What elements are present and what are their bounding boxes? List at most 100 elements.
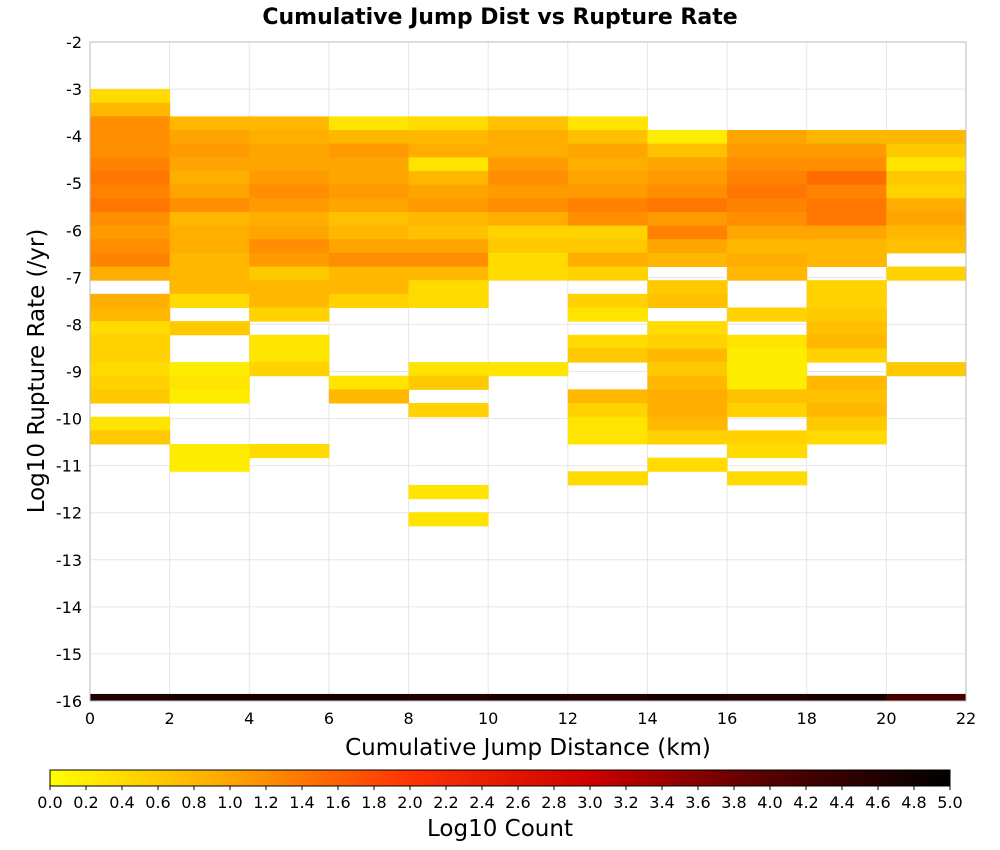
heatmap-cell — [90, 170, 171, 186]
heatmap-cell — [567, 430, 648, 445]
heatmap-cell — [249, 198, 330, 213]
heatmap-cell — [806, 143, 887, 158]
heatmap-cell-bottom — [488, 693, 569, 701]
heatmap-cell — [886, 184, 967, 199]
heatmap-cell — [727, 389, 808, 404]
heatmap-cell — [806, 348, 887, 363]
colorbar-tick-label: 3.8 — [721, 793, 746, 812]
heatmap-cell-bottom — [169, 693, 250, 701]
heatmap-cell — [647, 375, 728, 390]
colorbar-tick-label: 3.6 — [685, 793, 710, 812]
heatmap-cell — [806, 280, 887, 295]
heatmap-cell — [886, 157, 967, 172]
heatmap-cell — [328, 170, 410, 186]
heatmap-cell — [806, 239, 887, 254]
heatmap-cell — [169, 198, 250, 213]
heatmap-cell — [647, 321, 728, 336]
heatmap-cell — [806, 293, 887, 308]
colorbar-tick-label: 1.6 — [325, 793, 350, 812]
heatmap-cell — [886, 239, 967, 254]
heatmap-cell — [647, 157, 728, 172]
x-tick-label: 18 — [797, 709, 817, 728]
heatmap-cell — [169, 211, 250, 227]
heatmap-cell — [567, 225, 648, 240]
heatmap-cell — [90, 266, 171, 281]
heatmap-cell — [647, 362, 728, 377]
heatmap-cell — [408, 293, 489, 308]
heatmap-cell — [408, 130, 489, 145]
heatmap-cell — [249, 348, 330, 363]
heatmap-cell — [567, 266, 648, 281]
heatmap-cell — [249, 252, 330, 268]
heatmap-cell — [567, 239, 648, 254]
heatmap-cell — [567, 130, 648, 145]
heatmap-cell — [806, 130, 887, 145]
y-tick-label: -6 — [66, 221, 82, 240]
heatmap-cell — [169, 130, 250, 145]
heatmap-cell — [647, 225, 728, 240]
heatmap-cell — [328, 375, 410, 390]
heatmap-cell — [727, 211, 808, 227]
heatmap-cell — [727, 170, 808, 186]
heatmap-cell — [169, 157, 250, 172]
heatmap-cell — [567, 348, 648, 363]
heatmap-cell — [169, 266, 250, 281]
y-tick-label: -14 — [56, 598, 82, 617]
heatmap-cell — [408, 143, 489, 158]
heatmap-cell — [488, 266, 569, 281]
heatmap-cell — [727, 362, 808, 377]
heatmap-cell — [806, 252, 887, 268]
heatmap-cell-bottom — [408, 693, 489, 701]
heatmap-cell — [806, 307, 887, 322]
heatmap-cell — [727, 403, 808, 418]
heatmap-cell — [567, 389, 648, 404]
heatmap-cell — [408, 252, 489, 268]
y-tick-label: -9 — [66, 363, 82, 382]
y-tick-label: -2 — [66, 33, 82, 52]
x-tick-label: 20 — [876, 709, 896, 728]
heatmap-cell — [90, 430, 171, 445]
heatmap-cell — [647, 143, 728, 158]
heatmap-cell — [169, 457, 250, 472]
colorbar-tick-label: 1.8 — [361, 793, 386, 812]
heatmap-cell — [249, 170, 330, 186]
heatmap-cell — [328, 239, 410, 254]
colorbar-tick-label: 4.0 — [757, 793, 782, 812]
heatmap-cell — [169, 170, 250, 186]
heatmap-cell — [488, 143, 569, 158]
heatmap-cell — [488, 225, 569, 240]
heatmap-cell — [249, 280, 330, 295]
plot-frame — [89, 41, 967, 702]
heatmap-cell — [886, 266, 967, 281]
heatmap-cell — [567, 170, 648, 186]
heatmap-cell — [806, 430, 887, 445]
heatmap-cell — [408, 225, 489, 240]
heatmap-cell — [886, 211, 967, 227]
heatmap-cell — [727, 252, 808, 268]
colorbar-tick-label: 4.4 — [829, 793, 854, 812]
heatmap-cell — [169, 184, 250, 199]
heatmap-cell-bottom — [328, 693, 410, 701]
heatmap-cell — [886, 130, 967, 145]
heatmap-cell — [727, 307, 808, 322]
heatmap-cell — [90, 102, 171, 117]
heatmap-cell — [90, 130, 171, 145]
heatmap-cell — [727, 239, 808, 254]
heatmap-cell — [328, 116, 410, 131]
x-axis-ticks: 0 2 4 6 8 10 12 14 16 18 20 22 — [85, 709, 976, 728]
heatmap-cell — [567, 403, 648, 418]
heatmap-cell — [169, 239, 250, 254]
heatmap-cell — [408, 184, 489, 199]
colorbar-tick-label: 0.2 — [73, 793, 98, 812]
colorbar-tick-label: 1.0 — [217, 793, 242, 812]
heatmap-cell — [408, 116, 489, 131]
heatmap-cell — [647, 280, 728, 295]
heatmap-cell — [169, 443, 250, 459]
x-tick-label: 22 — [956, 709, 976, 728]
x-tick-label: 2 — [165, 709, 175, 728]
heatmap-cell — [567, 184, 648, 199]
heatmap-cell — [647, 430, 728, 445]
heatmap-cell — [647, 389, 728, 404]
heatmap-cell — [90, 184, 171, 199]
